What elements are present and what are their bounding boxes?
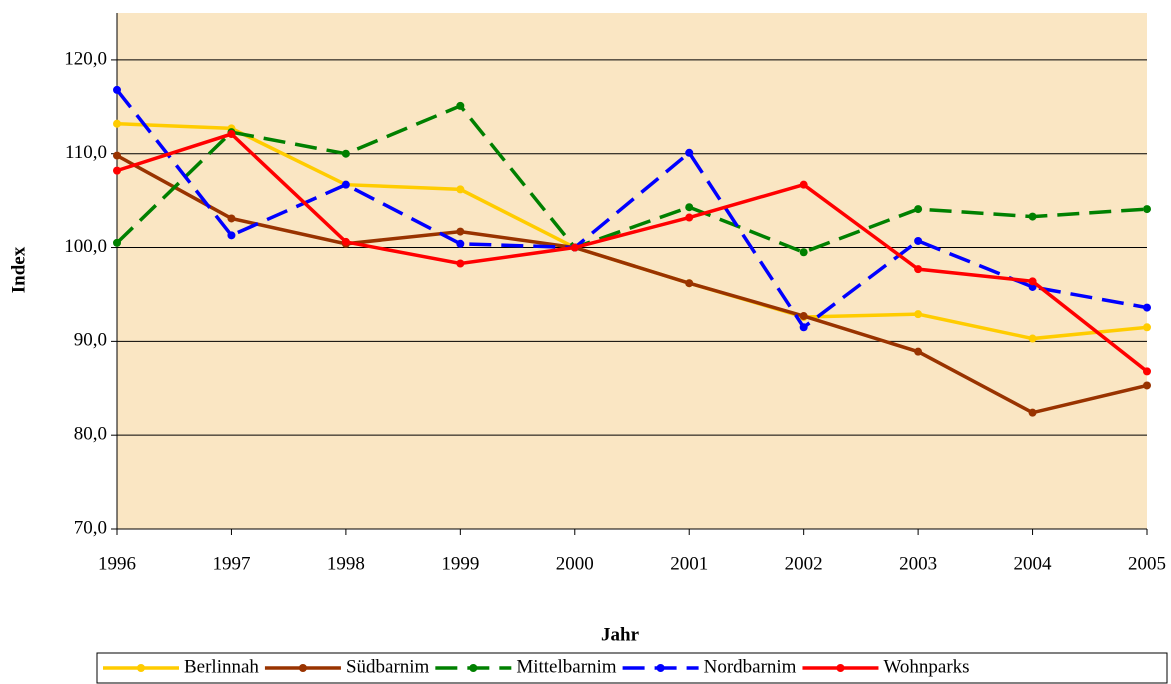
- legend-label: Mittelbarnim: [516, 656, 616, 677]
- data-point: [227, 130, 236, 139]
- data-point: [113, 238, 121, 247]
- series-line: [115, 88, 1148, 330]
- x-tick-label: 2002: [785, 553, 823, 574]
- legend-marker: [298, 664, 307, 672]
- data-point: [1143, 303, 1151, 312]
- x-tick-label: 2004: [1014, 553, 1053, 574]
- x-tick-label: 2005: [1128, 553, 1166, 574]
- x-tick-label: 1998: [327, 553, 365, 574]
- data-point: [341, 237, 350, 246]
- data-point: [914, 310, 923, 319]
- plot-area: [117, 13, 1147, 529]
- series-line: [115, 103, 1148, 255]
- legend-marker: [836, 664, 845, 672]
- data-point: [113, 85, 121, 94]
- data-point: [1028, 408, 1037, 417]
- series-line: [116, 132, 1149, 373]
- x-tick-label: 2000: [556, 553, 594, 574]
- data-point: [1028, 212, 1037, 221]
- y-tick-label: 90,0: [74, 330, 107, 351]
- x-tick-label: 1996: [98, 553, 136, 574]
- data-point: [685, 213, 694, 222]
- data-point: [914, 265, 923, 274]
- x-axis-label: Jahr: [601, 624, 640, 645]
- data-point: [456, 259, 465, 268]
- data-point: [685, 148, 694, 157]
- data-point: [914, 205, 923, 214]
- y-tick-label: 120,0: [64, 48, 107, 69]
- data-point: [456, 239, 465, 248]
- legend-marker: [469, 664, 478, 672]
- data-point: [227, 231, 236, 240]
- data-point: [1143, 367, 1151, 376]
- data-point: [227, 214, 236, 223]
- data-point: [456, 185, 465, 194]
- legend-label: Südbarnim: [346, 656, 430, 677]
- legend-label: Nordbarnim: [704, 656, 797, 677]
- y-tick-label: 70,0: [74, 517, 107, 538]
- data-point: [799, 248, 808, 257]
- legend-label: Berlinnah: [184, 656, 259, 677]
- data-point: [113, 151, 121, 160]
- data-point: [1028, 277, 1037, 286]
- legend-marker: [656, 664, 665, 672]
- y-tick-label: 100,0: [64, 236, 107, 257]
- legend-marker: [137, 664, 145, 672]
- x-tick-label: 1999: [441, 553, 479, 574]
- data-point: [685, 203, 694, 212]
- data-point: [685, 279, 694, 288]
- legend-label: Wohnparks: [883, 656, 969, 677]
- series-line: [116, 154, 1148, 415]
- x-tick-label: 1997: [212, 553, 250, 574]
- data-point: [113, 166, 121, 175]
- data-point: [341, 180, 350, 189]
- x-tick-label: 2001: [670, 553, 708, 574]
- data-point: [799, 180, 808, 189]
- data-point: [113, 119, 121, 128]
- data-point: [456, 227, 465, 236]
- data-point: [799, 312, 808, 321]
- data-point: [456, 101, 465, 110]
- data-point: [1028, 334, 1037, 343]
- data-point: [914, 236, 923, 245]
- y-tick-label: 110,0: [65, 142, 107, 163]
- y-tick-label: 80,0: [74, 424, 107, 445]
- y-axis-label: Index: [8, 246, 29, 293]
- data-point: [341, 149, 350, 158]
- x-tick-label: 2003: [899, 553, 937, 574]
- data-point: [914, 347, 923, 356]
- data-point: [1143, 323, 1151, 332]
- data-point: [570, 243, 579, 252]
- data-point: [1143, 381, 1151, 390]
- data-point: [1143, 205, 1151, 214]
- data-point: [799, 323, 808, 332]
